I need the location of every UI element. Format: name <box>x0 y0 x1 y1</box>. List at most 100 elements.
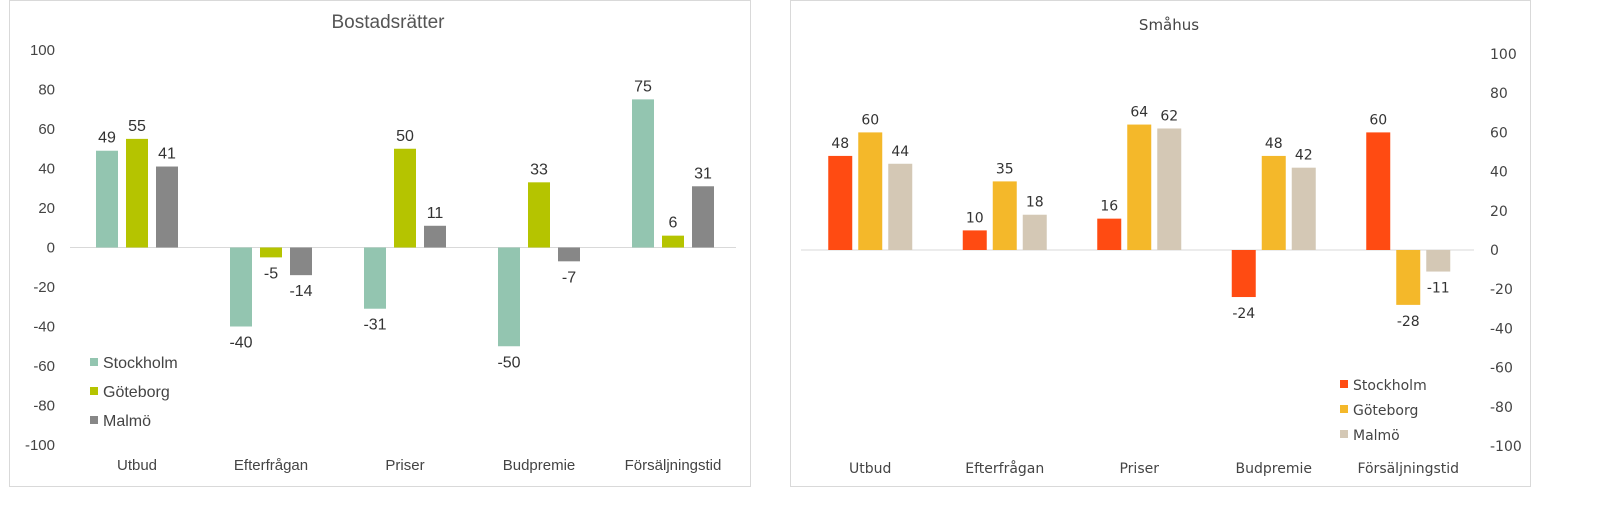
chart-title: Bostadsrätter <box>332 12 446 33</box>
category-label-forsaljningstid: Försäljningstid <box>625 457 722 474</box>
bar-malmo-priser <box>424 225 446 248</box>
data-label-stockholm-priser: -31 <box>363 317 386 334</box>
legend-label-stockholm: Stockholm <box>1353 378 1427 394</box>
category-label-utbud: Utbud <box>849 461 891 477</box>
data-label-malmo-utbud: 44 <box>891 144 909 160</box>
data-label-malmo-priser: 11 <box>427 205 444 222</box>
data-label-stockholm-efterfragan: -40 <box>229 335 252 352</box>
category-label-priser: Priser <box>1119 461 1159 477</box>
y-tick-label: 80 <box>1490 86 1508 102</box>
data-label-malmo-efterfragan: 18 <box>1026 195 1044 211</box>
bar-malmo-forsaljningstid <box>1426 250 1451 272</box>
bar-stockholm-efterfragan <box>230 247 252 327</box>
y-tick-label: -100 <box>1490 439 1522 455</box>
legend-label-malmo: Malmö <box>103 413 151 430</box>
y-tick-label: -40 <box>1490 321 1513 337</box>
legend-swatch-stockholm <box>1340 380 1348 388</box>
y-tick-label: -20 <box>1490 282 1513 298</box>
chart-svg-bostadsratter: Bostadsrätter 100 80 60 40 20 0 -20 -40 -60 -80 -10… <box>25 12 736 474</box>
data-label-stockholm-priser: 16 <box>1100 199 1118 215</box>
y-tick-label: 0 <box>1490 243 1499 259</box>
bar-goteborg-efterfragan <box>260 247 282 258</box>
y-tick-label: 80 <box>38 82 55 99</box>
bar-goteborg-efterfragan <box>992 181 1017 250</box>
bar-goteborg-priser <box>1127 124 1152 250</box>
legend-swatch-malmo <box>1340 430 1348 438</box>
data-label-stockholm-utbud: 48 <box>831 136 849 152</box>
legend-label-stockholm: Stockholm <box>103 355 178 372</box>
chart-title: Småhus <box>1139 16 1199 34</box>
data-label-goteborg-efterfragan: -5 <box>264 265 278 282</box>
data-label-malmo-efterfragan: -14 <box>289 283 312 300</box>
bar-goteborg-forsaljningstid <box>662 235 684 248</box>
legend-label-goteborg: Göteborg <box>1353 403 1418 419</box>
bar-stockholm-priser <box>364 247 386 309</box>
data-label-malmo-forsaljningstid: 31 <box>694 165 712 182</box>
y-tick-label: 60 <box>1490 125 1508 141</box>
data-label-malmo-forsaljningstid: -11 <box>1427 281 1450 297</box>
data-label-goteborg-forsaljningstid: 6 <box>669 215 678 232</box>
y-tick-label: 100 <box>1490 47 1517 63</box>
y-tick-label: 20 <box>38 200 55 217</box>
category-label-efterfragan: Efterfrågan <box>965 460 1044 477</box>
data-label-malmo-budpremie: 42 <box>1295 148 1313 164</box>
legend-swatch-stockholm <box>90 358 98 366</box>
y-tick-label: -100 <box>25 437 55 454</box>
data-label-stockholm-efterfragan: 10 <box>966 210 984 226</box>
category-label-budpremie: Budpremie <box>1236 461 1312 477</box>
legend-swatch-goteborg <box>90 387 98 395</box>
bar-stockholm-priser <box>1097 218 1122 250</box>
y-tick-label: 0 <box>47 240 55 257</box>
bar-malmo-priser <box>1157 128 1182 250</box>
bar-stockholm-utbud <box>828 155 853 250</box>
bar-stockholm-forsaljningstid <box>1366 132 1391 250</box>
bar-stockholm-budpremie <box>1231 250 1256 298</box>
y-tick-label: 40 <box>1490 165 1508 181</box>
bar-malmo-budpremie <box>1291 167 1316 250</box>
bar-malmo-forsaljningstid <box>692 186 714 248</box>
y-tick-label: 60 <box>38 121 55 138</box>
category-label-forsaljningstid: Försäljningstid <box>1357 461 1459 477</box>
data-label-goteborg-utbud: 60 <box>861 112 879 128</box>
data-label-stockholm-forsaljningstid: 60 <box>1369 112 1387 128</box>
bar-stockholm-forsaljningstid <box>632 99 654 248</box>
data-label-malmo-utbud: 41 <box>158 146 176 163</box>
chart-panel-smahus: Småhus 100 80 60 40 20 0 -20 -40 -60 -80 -100 48 60 44… <box>790 0 1531 487</box>
data-label-goteborg-forsaljningstid: -28 <box>1397 314 1420 330</box>
bar-stockholm-efterfragan <box>962 230 987 250</box>
data-label-goteborg-priser: 50 <box>396 128 414 145</box>
bar-malmo-utbud <box>888 163 913 250</box>
bar-malmo-utbud <box>156 166 178 248</box>
legend-swatch-malmo <box>90 416 98 424</box>
y-tick-label: 40 <box>38 161 55 178</box>
data-label-goteborg-priser: 64 <box>1130 105 1148 121</box>
data-label-malmo-priser: 62 <box>1160 108 1178 124</box>
data-label-goteborg-budpremie: 33 <box>530 161 548 178</box>
legend-swatch-goteborg <box>1340 405 1348 413</box>
bar-goteborg-budpremie <box>528 182 550 248</box>
y-tick-label: -40 <box>33 319 55 336</box>
data-label-stockholm-budpremie: -50 <box>497 354 520 371</box>
data-label-stockholm-budpremie: -24 <box>1232 306 1255 322</box>
legend-label-goteborg: Göteborg <box>103 384 170 401</box>
y-tick-label: -60 <box>33 358 55 375</box>
y-tick-label: 100 <box>30 42 55 59</box>
bar-malmo-efterfragan <box>290 247 312 276</box>
data-label-goteborg-efterfragan: 35 <box>996 161 1014 177</box>
y-tick-label: -60 <box>1490 361 1513 377</box>
bar-malmo-efterfragan <box>1022 214 1047 250</box>
bar-malmo-budpremie <box>558 247 580 262</box>
bar-stockholm-budpremie <box>498 247 520 347</box>
bar-stockholm-utbud <box>96 150 118 248</box>
category-label-priser: Priser <box>385 457 424 474</box>
data-label-goteborg-budpremie: 48 <box>1265 136 1283 152</box>
y-tick-label: -80 <box>33 398 55 415</box>
data-label-stockholm-forsaljningstid: 75 <box>634 78 652 95</box>
data-label-stockholm-utbud: 49 <box>98 130 116 147</box>
data-label-goteborg-utbud: 55 <box>128 118 146 135</box>
category-label-efterfragan: Efterfrågan <box>234 457 308 474</box>
bar-goteborg-forsaljningstid <box>1396 250 1421 305</box>
category-label-budpremie: Budpremie <box>503 457 576 474</box>
chart-svg-smahus: Småhus 100 80 60 40 20 0 -20 -40 -60 -80 -100 48 60 44… <box>801 16 1522 477</box>
legend-label-malmo: Malmö <box>1353 428 1400 444</box>
